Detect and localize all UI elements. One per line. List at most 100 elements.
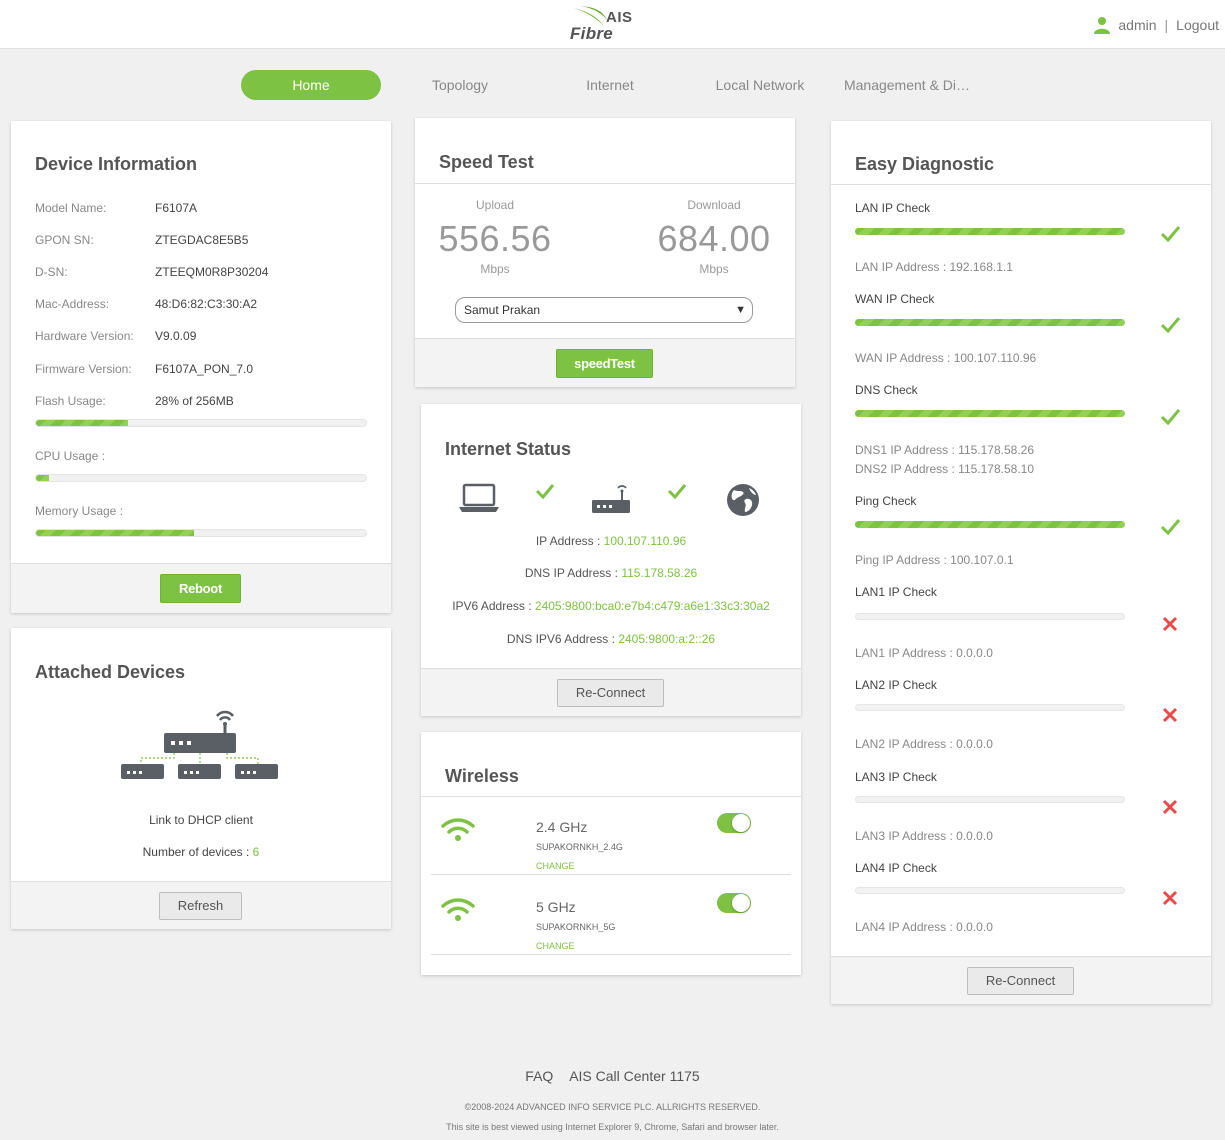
internet-status-footer: Re-Connect: [421, 668, 801, 716]
download-unit: Mbps: [699, 262, 729, 276]
globe-icon: [727, 484, 759, 516]
check-icon: [1160, 226, 1181, 243]
wireless-change-link[interactable]: CHANGE: [536, 941, 575, 951]
dns-address-line: DNS IP Address : 115.178.58.26: [421, 566, 801, 580]
speedtest-button[interactable]: speedTest: [556, 349, 653, 378]
diag-progress-bar: [855, 704, 1125, 711]
diag-check-title: LAN4 IP Check: [855, 861, 937, 875]
internet-status-panel: Internet Status IP Address : 100.107.110…: [421, 404, 801, 716]
tab-local-network[interactable]: Local Network: [715, 77, 805, 93]
cpu-usage-label: CPU Usage :: [35, 449, 106, 463]
speedtest-server-value: Samut Prakan: [464, 303, 541, 317]
cpu-usage-fill: [36, 475, 50, 481]
dns-ipv6-address-line: DNS IPV6 Address : 2405:9800:a:2::26: [421, 632, 801, 646]
call-center-link[interactable]: AIS Call Center 1175: [569, 1068, 700, 1084]
dhcp-client-link[interactable]: Link to DHCP client: [149, 813, 253, 827]
info-value: F6107A: [155, 201, 198, 215]
download-value: 684.00: [657, 218, 771, 259]
cpu-usage-bar: [35, 474, 367, 482]
memory-usage-label: Memory Usage :: [35, 504, 124, 518]
diag-progress-bar: [855, 410, 1125, 417]
diag-check-title: LAN1 IP Check: [855, 585, 937, 599]
router-icon: [592, 485, 630, 513]
logo-text-fibre: Fibre: [570, 24, 614, 43]
wireless-toggle-24g[interactable]: [717, 813, 751, 833]
diag-check-title: LAN3 IP Check: [855, 770, 937, 784]
easy-diagnostic-footer: Re-Connect: [831, 956, 1211, 1004]
diag-address: DNS1 IP Address : 115.178.58.26: [855, 443, 1035, 457]
diag-address: Ping IP Address : 100.107.0.1: [855, 553, 1014, 567]
close-icon: [1162, 707, 1178, 723]
tab-topology[interactable]: Topology: [431, 77, 489, 93]
easy-diagnostic-divider: [831, 184, 1211, 185]
reboot-button[interactable]: Reboot: [160, 574, 241, 603]
faq-link[interactable]: FAQ: [525, 1068, 554, 1084]
tab-home[interactable]: Home: [241, 70, 381, 100]
diag-check-title: Ping Check: [855, 494, 917, 508]
diag-progress-bar: [855, 521, 1125, 528]
best-view-note: This site is best viewed using Internet …: [446, 1122, 779, 1132]
toggle-knob: [732, 894, 750, 912]
check-icon: [1160, 409, 1181, 426]
diag-progress-bar: [855, 887, 1125, 894]
ipv6-address-label: IPV6 Address :: [452, 599, 535, 613]
ipv6-address-value: 2405:9800:bca0:e7b4:c479:a6e1:33c3:30a2: [534, 599, 770, 613]
device-information-footer: Reboot: [11, 563, 391, 613]
ip-address-line: IP Address : 100.107.110.96: [421, 534, 801, 548]
main-nav: Home Topology Internet Local Network Man…: [0, 70, 1225, 100]
info-value: V9.0.09: [155, 329, 197, 343]
diag-check-title: WAN IP Check: [855, 292, 935, 306]
close-icon: [1162, 799, 1178, 815]
attached-devices-title: Attached Devices: [35, 662, 186, 682]
info-label: Mac-Address:: [35, 297, 110, 311]
logo-swoosh-icon: [574, 6, 608, 26]
header-separator: |: [1164, 17, 1169, 33]
device-count-value: 6: [252, 845, 260, 859]
speedtest-server-select[interactable]: Samut Prakan ▼: [455, 297, 753, 323]
wireless-toggle-5g[interactable]: [717, 893, 751, 913]
diag-check-title: LAN IP Check: [855, 201, 931, 215]
tab-internet[interactable]: Internet: [586, 77, 634, 93]
ip-address-label: IP Address :: [535, 534, 604, 548]
dns-address-value: 115.178.58.26: [621, 566, 698, 580]
toggle-knob: [732, 814, 750, 832]
diag-progress-bar: [855, 796, 1125, 803]
refresh-button[interactable]: Refresh: [159, 892, 242, 920]
internet-reconnect-button[interactable]: Re-Connect: [557, 679, 664, 707]
info-label: GPON SN:: [35, 233, 94, 247]
attached-devices-footer: Refresh: [11, 881, 391, 929]
diag-address: DNS2 IP Address : 115.178.58.10: [855, 462, 1035, 476]
check-icon: [1160, 519, 1181, 536]
info-value: F6107A_PON_7.0: [155, 362, 254, 376]
info-label: Model Name:: [35, 201, 107, 215]
internet-status-title: Internet Status: [445, 439, 572, 459]
upload-stat: Upload 556.56 Mbps: [415, 198, 575, 276]
device-information-title: Device Information: [35, 154, 198, 174]
flash-usage-fill: [36, 420, 129, 426]
laptop-icon: [459, 483, 499, 512]
diagnostic-reconnect-button[interactable]: Re-Connect: [967, 967, 1074, 995]
diag-address: LAN3 IP Address : 0.0.0.0: [855, 829, 993, 843]
user-area: admin | Logout: [1093, 16, 1219, 34]
info-value: ZTEEQM0R8P30204: [155, 265, 269, 279]
close-icon: [1162, 616, 1178, 632]
upload-label: Upload: [475, 198, 515, 212]
wireless-divider: [421, 796, 801, 797]
chevron-down-icon: ▼: [735, 304, 746, 316]
speed-test-footer: speedTest: [415, 338, 795, 387]
ip-address-value: 100.107.110.96: [603, 534, 687, 548]
dns-address-label: DNS IP Address :: [524, 566, 622, 580]
diag-progress-bar: [855, 319, 1125, 326]
wireless-ssid: SUPAKORNKH_5G: [536, 922, 616, 932]
check-icon: [535, 484, 555, 500]
check-icon: [1160, 317, 1181, 334]
ais-fibre-logo[interactable]: AIS Fibre: [568, 4, 632, 43]
logout-link[interactable]: Logout: [1176, 17, 1219, 33]
tab-management[interactable]: Management & Di…: [843, 77, 971, 93]
wireless-change-link[interactable]: CHANGE: [536, 861, 575, 871]
wireless-frequency: 2.4 GHz: [536, 819, 588, 835]
wireless-network-24g: 2.4 GHz SUPAKORNKH_2.4G CHANGE: [431, 797, 791, 875]
easy-diagnostic-title: Easy Diagnostic: [855, 154, 995, 174]
wireless-network-5g: 5 GHz SUPAKORNKH_5G CHANGE: [431, 877, 791, 955]
wifi-icon: [441, 818, 475, 841]
